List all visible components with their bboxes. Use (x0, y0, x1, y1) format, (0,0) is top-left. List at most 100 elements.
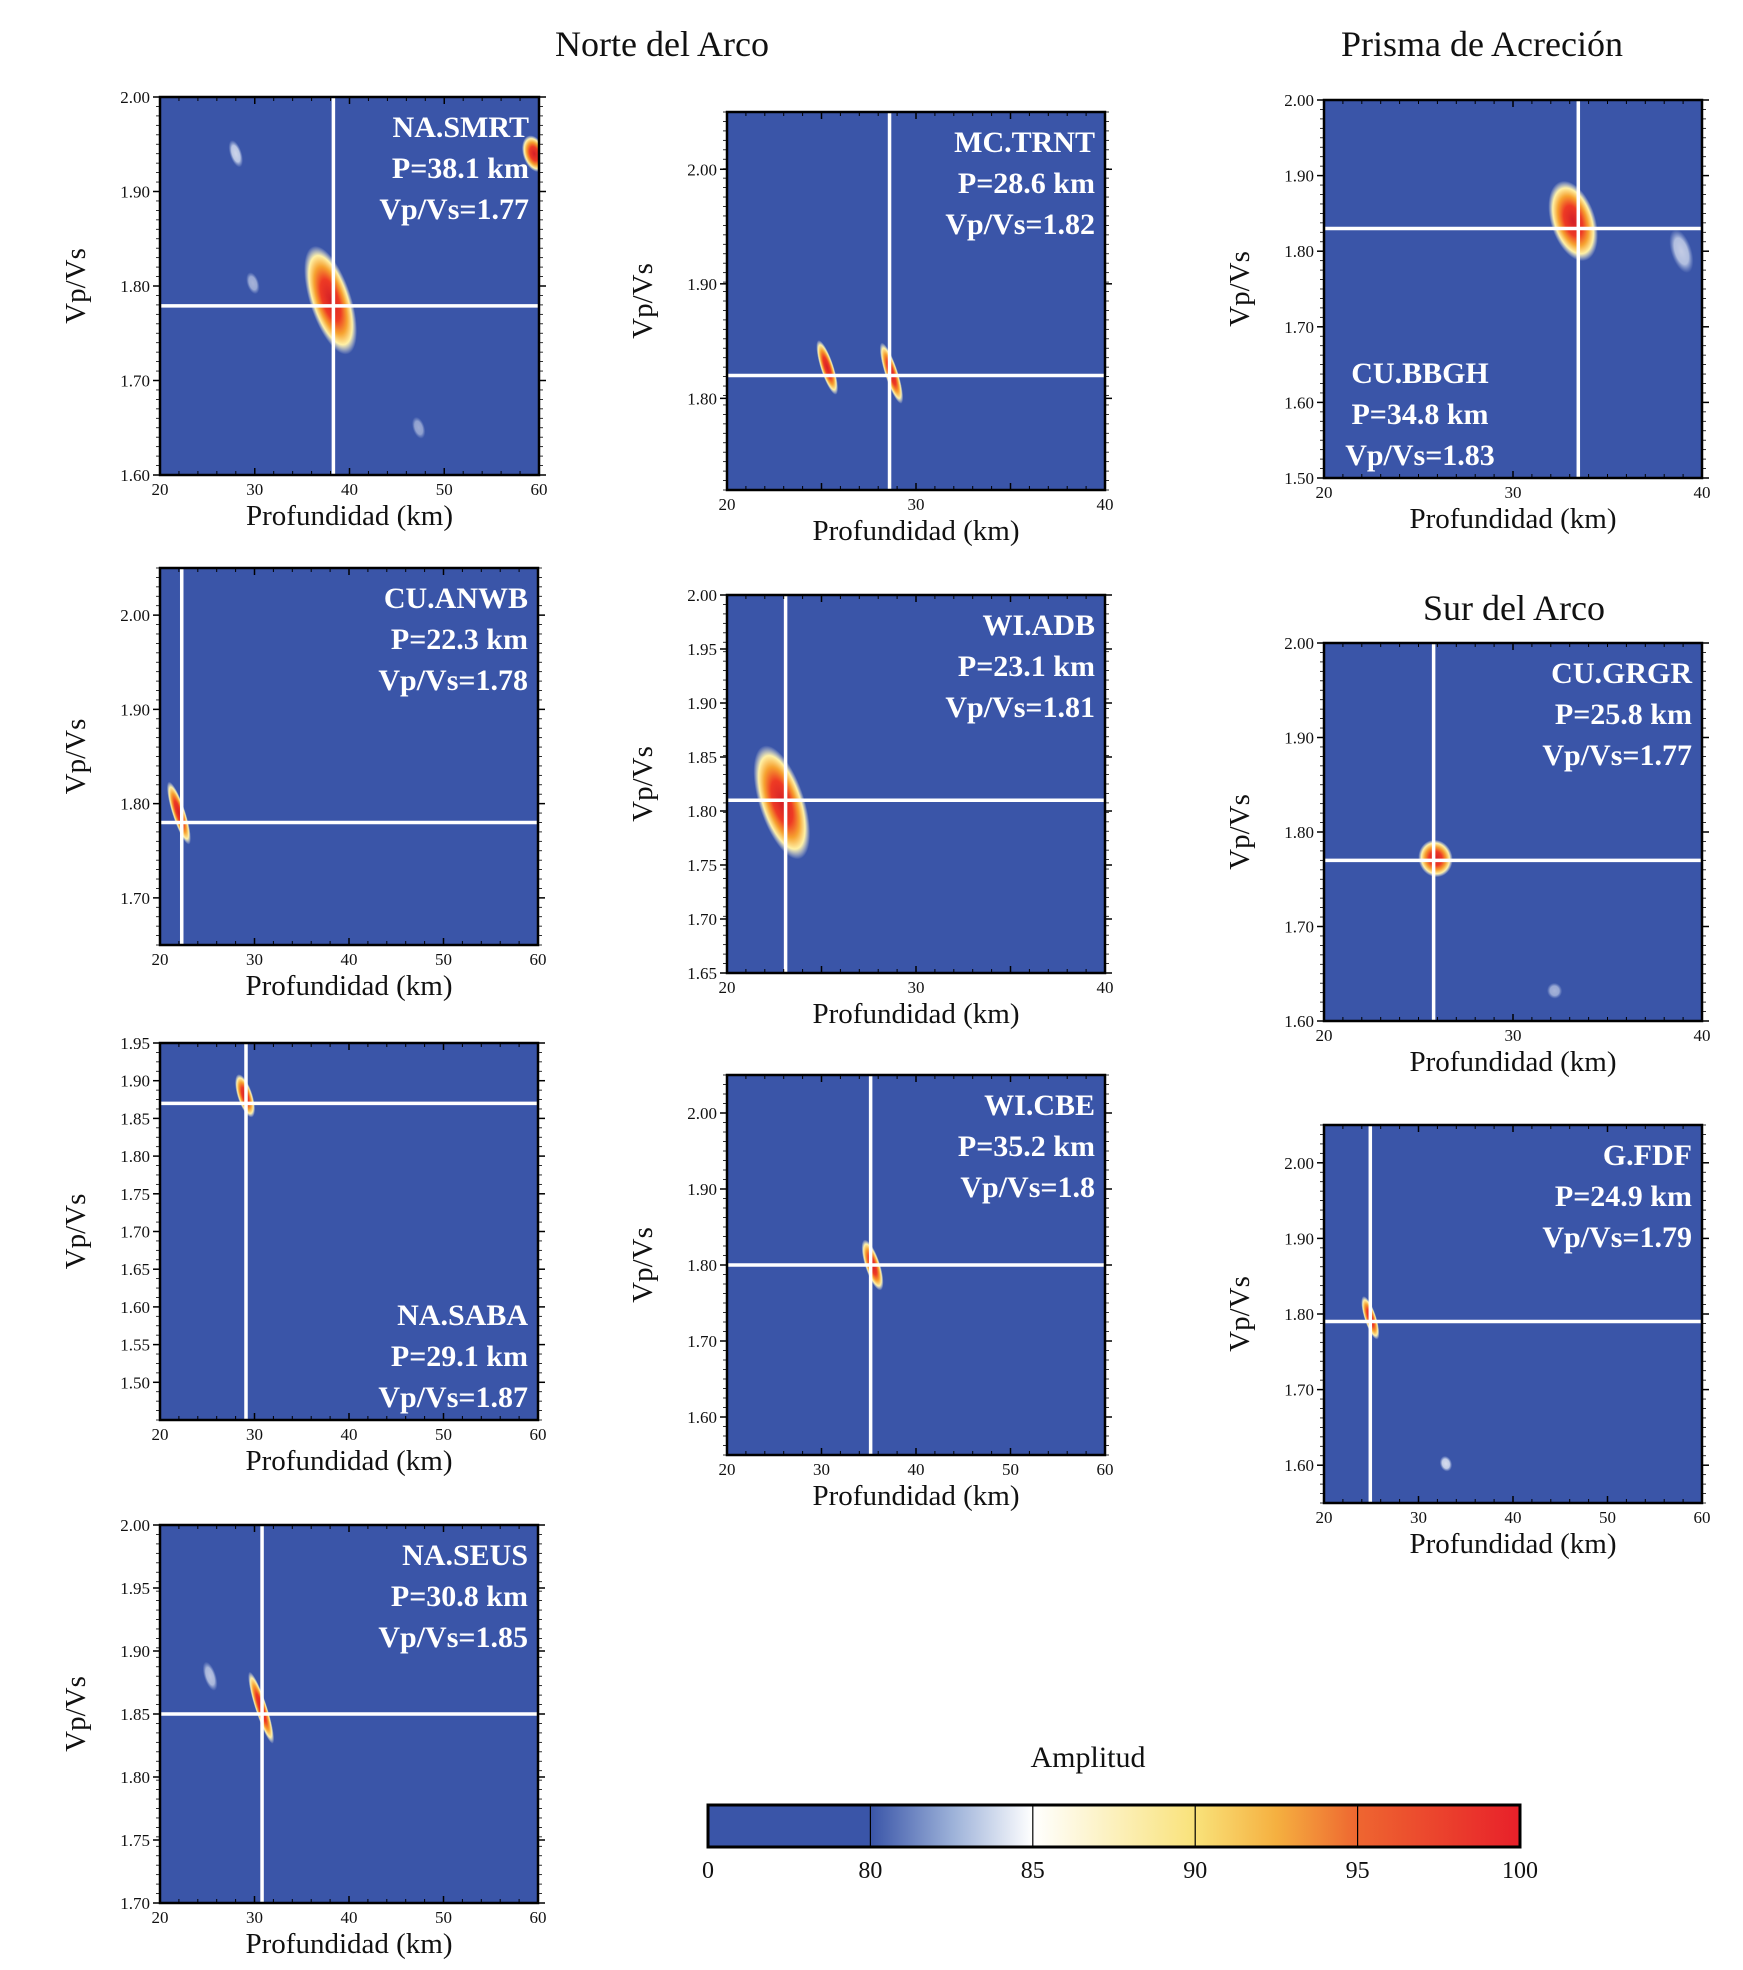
amplitude-peak (521, 135, 539, 173)
x-axis-label: Profundidad (km) (1410, 503, 1617, 535)
y-axis-label: Vp/Vs (1224, 251, 1256, 327)
x-tick-label: 30 (246, 1425, 263, 1444)
x-axis-label: Profundidad (km) (246, 1928, 453, 1960)
y-tick-label: 1.80 (120, 1768, 150, 1787)
x-tick-label: 30 (246, 480, 263, 499)
panel-cu-bbgh: 20 30 40 1.50 1.60 1.70 1.80 1.90 2.00 Profundida… (1224, 91, 1711, 535)
y-axis-label: Vp/Vs (1224, 1276, 1256, 1352)
ratio-label: Vp/Vs=1.79 (1542, 1221, 1692, 1254)
y-tick-label: 1.65 (120, 1260, 150, 1279)
x-axis-label: Profundidad (km) (246, 970, 453, 1002)
panel-cu-anwb: 20 30 40 50 60 1.70 1.80 1.90 2.00 Profundidad (k… (60, 566, 547, 1002)
amplitude-peak (228, 140, 243, 168)
depth-label: P=23.1 km (958, 650, 1095, 683)
x-axis-label: Profundidad (km) (246, 500, 453, 532)
y-tick-label: 2.00 (120, 88, 150, 107)
y-tick-label: 1.70 (687, 910, 717, 929)
heatmap-background (1324, 100, 1702, 478)
ratio-label: Vp/Vs=1.77 (379, 193, 529, 226)
x-tick-label: 40 (1694, 1026, 1711, 1045)
y-tick-label: 1.60 (1284, 1456, 1314, 1475)
amplitude-peak (166, 781, 191, 845)
group-title-sur: Sur del Arco (1423, 588, 1605, 628)
y-tick-label: 1.50 (1284, 469, 1314, 488)
amplitude-peak (1439, 1455, 1453, 1472)
x-axis-label: Profundidad (km) (246, 1445, 453, 1477)
y-tick-label: 1.50 (120, 1373, 150, 1392)
y-tick-label: 1.60 (1284, 393, 1314, 412)
x-tick-label: 60 (531, 480, 548, 499)
x-tick-label: 60 (530, 1425, 547, 1444)
colorbar-tick-label: 0 (702, 1858, 714, 1884)
group-title-norte: Norte del Arco (555, 24, 769, 64)
x-axis-label: Profundidad (km) (813, 515, 1020, 547)
y-axis-label: Vp/Vs (627, 263, 659, 339)
y-tick-label: 1.75 (120, 1831, 150, 1850)
y-tick-label: 1.75 (120, 1185, 150, 1204)
y-tick-label: 1.90 (120, 183, 150, 202)
amplitude-peak (411, 416, 426, 439)
colorbar-tick-label: 100 (1502, 1858, 1538, 1884)
y-tick-label: 1.70 (120, 1894, 150, 1913)
panel-na-smrt: 20 30 40 50 60 1.60 1.70 1.80 1.90 2.00 Profundida… (60, 88, 548, 532)
y-tick-label: 1.75 (687, 856, 717, 875)
x-axis-label: Profundidad (km) (813, 998, 1020, 1030)
x-tick-label: 40 (908, 1460, 925, 1479)
station-label: CU.GRGR (1551, 657, 1692, 690)
y-tick-label: 1.80 (687, 1256, 717, 1275)
y-tick-label: 1.90 (1284, 167, 1314, 186)
x-tick-label: 30 (813, 1460, 830, 1479)
y-tick-label: 1.70 (120, 1223, 150, 1242)
y-tick-label: 1.65 (687, 964, 717, 983)
colorbar-tick-label: 80 (858, 1858, 882, 1884)
heatmap-background (160, 97, 539, 475)
x-tick-label: 60 (1694, 1508, 1711, 1527)
x-tick-label: 30 (246, 950, 263, 969)
x-tick-label: 40 (341, 1425, 358, 1444)
station-label: MC.TRNT (954, 126, 1095, 159)
x-tick-label: 40 (341, 950, 358, 969)
panel-cu-grgr: 20 30 40 1.60 1.70 1.80 1.90 2.00 Profundidad (k… (1224, 634, 1711, 1078)
y-tick-label: 2.00 (120, 606, 150, 625)
depth-label: P=29.1 km (391, 1340, 528, 1373)
x-tick-label: 20 (152, 1425, 169, 1444)
y-tick-label: 1.90 (120, 1072, 150, 1091)
panels: 20 30 40 50 60 1.60 1.70 1.80 1.90 2.00 Profundida… (60, 88, 1711, 1960)
y-tick-label: 1.90 (120, 700, 150, 719)
y-tick-label: 1.70 (1284, 918, 1314, 937)
depth-label: P=28.6 km (958, 167, 1095, 200)
x-tick-label: 60 (530, 950, 547, 969)
x-tick-label: 30 (1505, 1026, 1522, 1045)
ratio-label: Vp/Vs=1.8 (960, 1171, 1095, 1204)
x-tick-label: 40 (1505, 1508, 1522, 1527)
amplitude-peak (753, 745, 811, 860)
y-tick-label: 1.90 (1284, 1229, 1314, 1248)
panel-mc-trnt: 20 30 40 1.80 1.90 2.00 Profundidad (km) Vp/Vs M… (627, 110, 1114, 547)
amplitude-peak (1546, 982, 1563, 999)
y-tick-label: 1.70 (1284, 1381, 1314, 1400)
y-tick-label: 1.85 (687, 748, 717, 767)
y-tick-label: 1.85 (120, 1109, 150, 1128)
amplitude-peak (879, 342, 904, 404)
x-tick-label: 50 (1002, 1460, 1019, 1479)
panel-g-fdf: 20 30 40 50 60 1.60 1.70 1.80 1.90 2.00 Profundida… (1224, 1123, 1711, 1560)
x-axis-label: Profundidad (km) (1410, 1046, 1617, 1078)
x-axis-label: Profundidad (km) (1410, 1528, 1617, 1560)
amplitude-peak (202, 1661, 218, 1691)
y-tick-label: 1.80 (120, 795, 150, 814)
amplitude-peak (1669, 229, 1694, 274)
colorbar-tick-label: 95 (1346, 1858, 1370, 1884)
y-tick-label: 1.90 (1284, 729, 1314, 748)
amplitude-peak (816, 340, 839, 395)
y-tick-label: 1.70 (1284, 318, 1314, 337)
x-tick-label: 40 (341, 1908, 358, 1927)
station-label: NA.SMRT (393, 111, 529, 144)
y-tick-label: 1.80 (1284, 242, 1314, 261)
depth-label: P=25.8 km (1555, 698, 1692, 731)
heatmap-background (160, 568, 538, 945)
y-axis-label: Vp/Vs (627, 1227, 659, 1303)
y-tick-label: 2.00 (687, 586, 717, 605)
x-tick-label: 50 (435, 1908, 452, 1927)
x-tick-label: 50 (1599, 1508, 1616, 1527)
